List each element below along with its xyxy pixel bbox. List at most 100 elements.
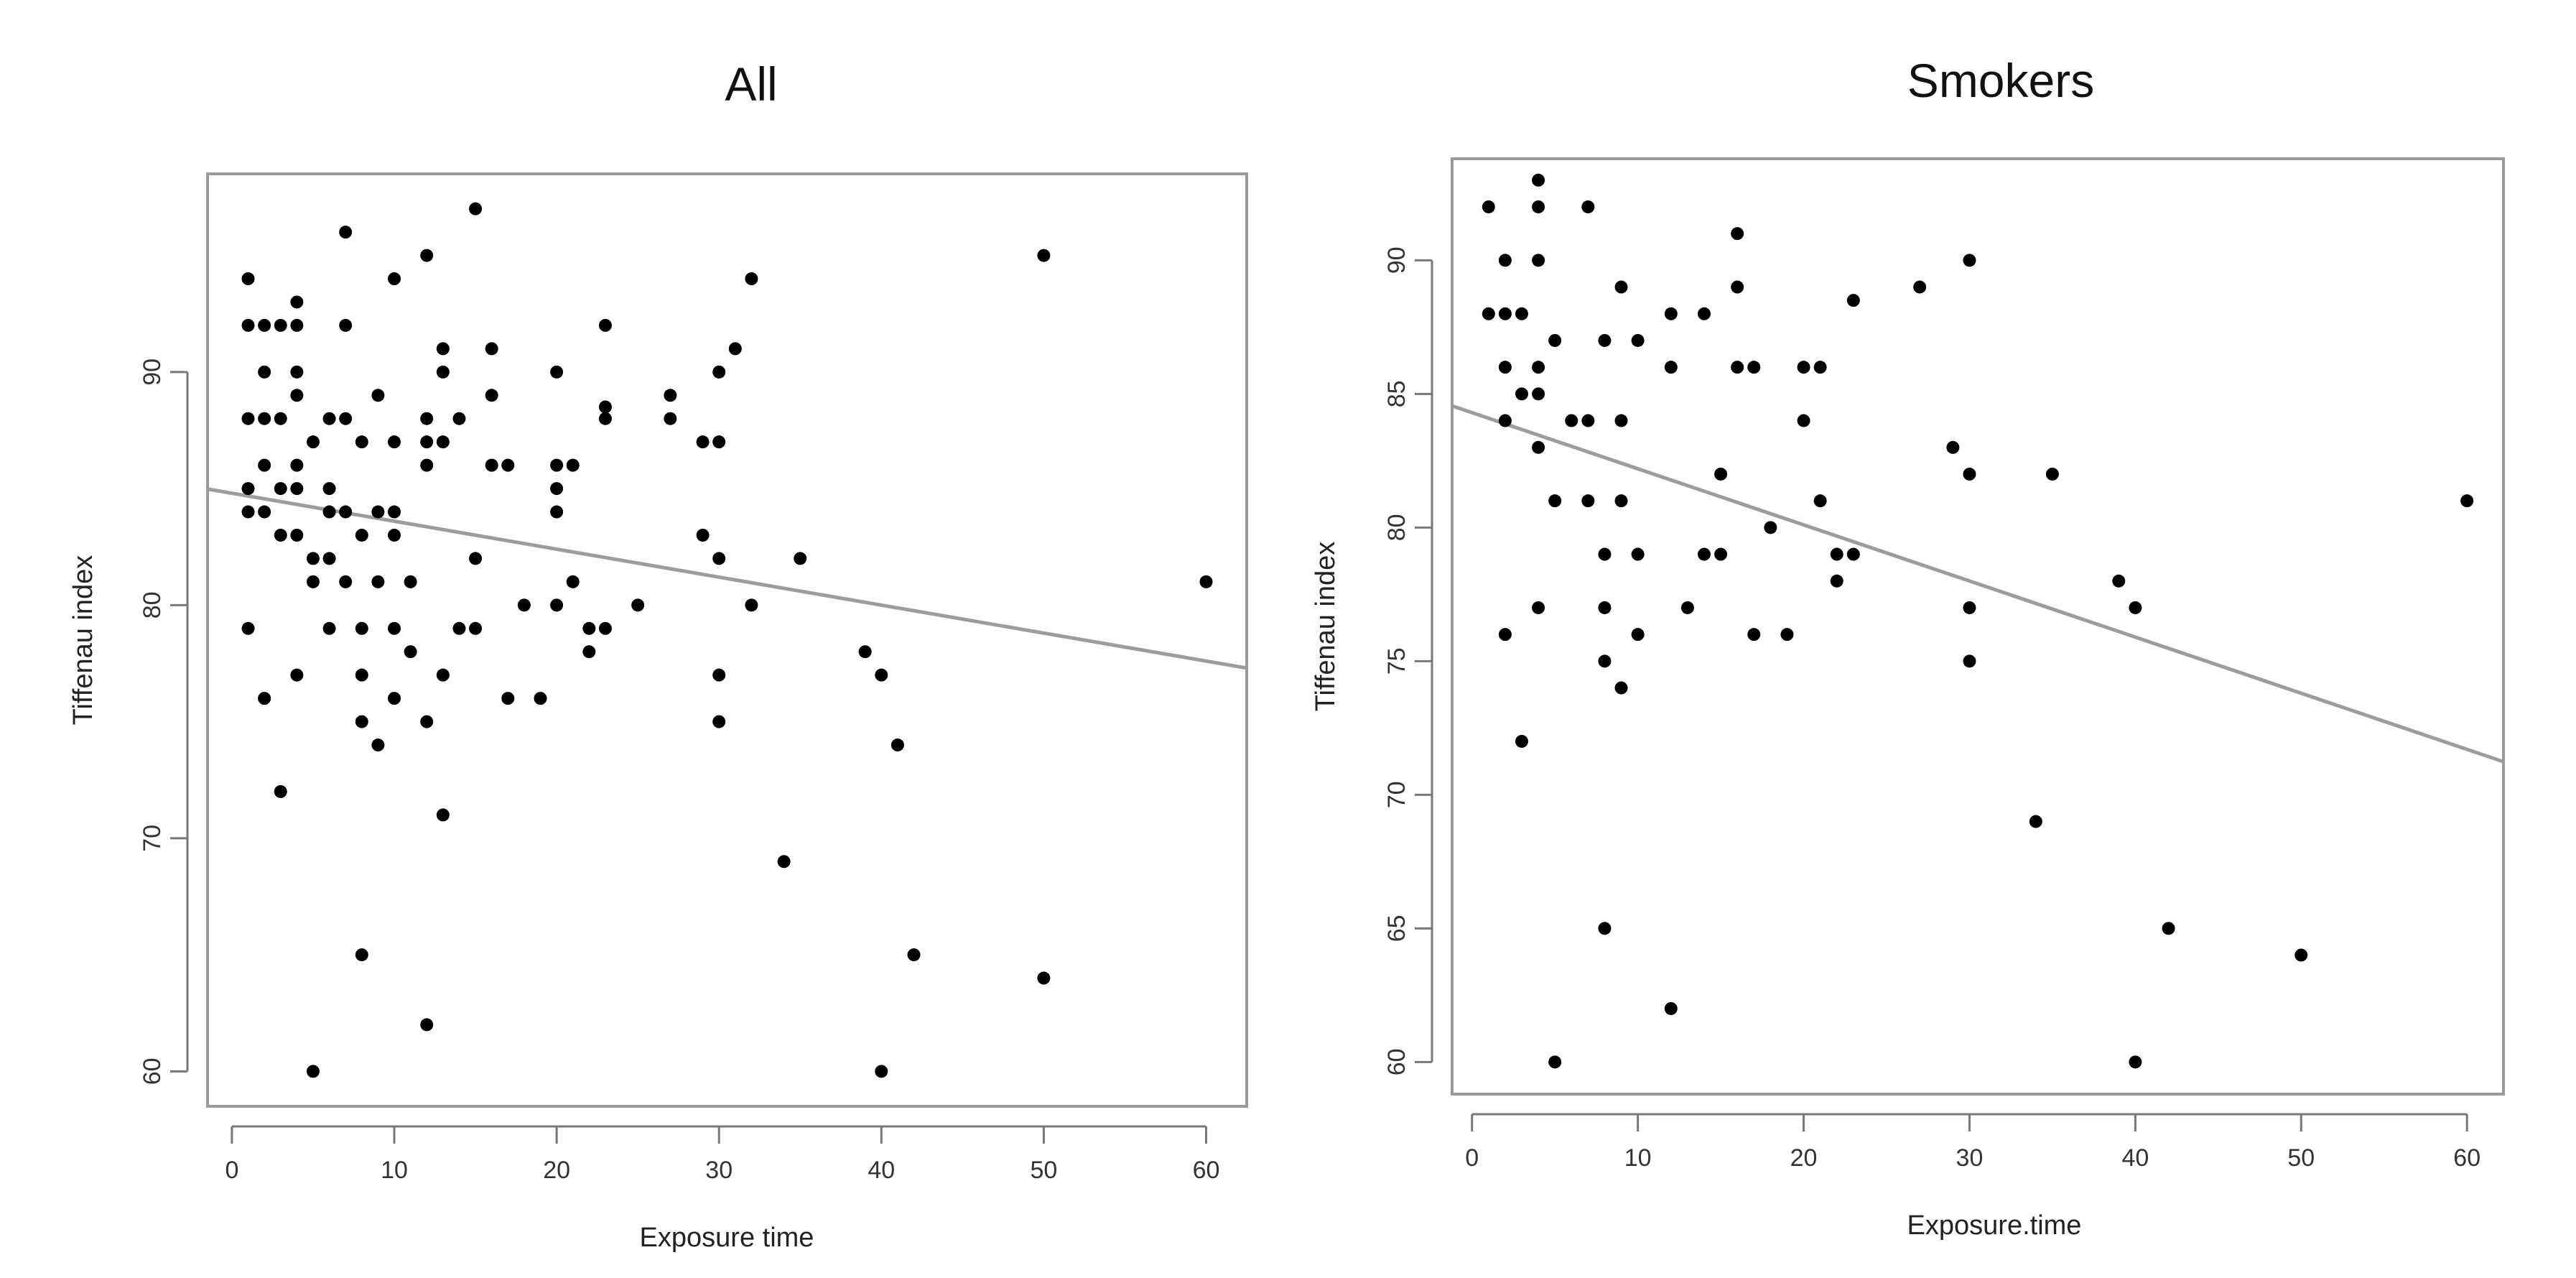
data-point [258, 458, 271, 472]
data-point [1631, 628, 1645, 642]
data-point [420, 412, 434, 425]
data-point [566, 458, 580, 472]
x-tick-label: 10 [1624, 1144, 1652, 1172]
x-tick-label: 30 [705, 1157, 733, 1184]
data-point [258, 318, 271, 332]
x-tick-label: 40 [868, 1157, 895, 1184]
data-point [1532, 254, 1545, 267]
data-point [745, 598, 758, 612]
data-point [355, 621, 368, 635]
data-point [550, 365, 564, 379]
data-point [712, 552, 726, 565]
data-point [598, 412, 612, 425]
data-point [388, 272, 401, 286]
data-point [1830, 547, 1843, 561]
data-point [469, 552, 483, 565]
data-point [1731, 227, 1744, 241]
data-point [1598, 601, 1612, 614]
x-axis: 0 10 20 30 40 50 60 [225, 1125, 1219, 1184]
data-point [1532, 440, 1545, 454]
data-point [274, 784, 287, 798]
data-point [550, 482, 564, 496]
data-point [1664, 1001, 1678, 1015]
data-point [436, 365, 450, 379]
data-point [1548, 333, 1562, 347]
data-point [1697, 547, 1711, 561]
data-point [1963, 654, 1976, 668]
data-point [290, 389, 304, 402]
data-point [582, 645, 596, 659]
data-point [404, 575, 417, 588]
data-points [241, 202, 1213, 1078]
data-point [1797, 414, 1810, 427]
data-point [664, 412, 677, 425]
data-point [420, 1018, 434, 1032]
data-point [1846, 294, 1860, 307]
data-point [339, 226, 353, 239]
data-point [469, 202, 483, 216]
data-point [1548, 494, 1562, 508]
y-tick-label: 60 [139, 1057, 166, 1085]
x-tick-label: 20 [543, 1157, 570, 1184]
data-point [1498, 361, 1512, 374]
data-point [2029, 815, 2042, 828]
data-point [1532, 601, 1545, 614]
data-point [322, 552, 336, 565]
y-tick-label: 90 [139, 358, 166, 386]
data-point [712, 715, 726, 728]
data-point [306, 1065, 320, 1078]
y-tick-label: 70 [1383, 781, 1410, 808]
data-point [1565, 414, 1578, 427]
regression-line [1451, 404, 2504, 764]
data-point [306, 575, 320, 588]
data-point [1731, 361, 1744, 374]
data-point [371, 575, 385, 588]
data-point [355, 715, 368, 728]
x-tick-label: 60 [2453, 1144, 2480, 1172]
data-point [875, 668, 888, 682]
data-point [1498, 307, 1512, 320]
chart-panel-all: All 0 10 20 30 40 50 60 60 70 80 90 Exposure time… [68, 57, 1248, 1253]
data-point [290, 458, 304, 472]
data-point [1830, 574, 1843, 588]
x-tick-label: 20 [1790, 1144, 1818, 1172]
data-point [1963, 467, 1976, 481]
data-point [274, 318, 287, 332]
data-point [258, 692, 271, 705]
data-point [1614, 280, 1628, 294]
x-tick-label: 10 [381, 1157, 408, 1184]
y-tick-label: 70 [139, 825, 166, 852]
chart-title: Smokers [1907, 54, 2094, 107]
x-tick-label: 30 [1956, 1144, 1984, 1172]
data-point [550, 598, 564, 612]
data-point [1482, 200, 1495, 213]
data-point [1963, 601, 1976, 614]
data-point [745, 272, 758, 286]
data-point [501, 692, 515, 705]
data-point [598, 400, 612, 414]
data-point [1846, 547, 1860, 561]
data-point [2129, 1055, 2142, 1069]
data-point [1532, 200, 1545, 213]
x-tick-label: 50 [2287, 1144, 2315, 1172]
y-tick-label: 60 [1383, 1048, 1410, 1075]
data-point [274, 482, 287, 496]
data-point [404, 645, 417, 659]
data-point [1498, 254, 1512, 267]
data-point [306, 435, 320, 449]
x-axis: 0 10 20 30 40 50 60 [1465, 1113, 2480, 1172]
x-axis-label: Exposure time [640, 1223, 814, 1253]
data-point [1747, 361, 1761, 374]
data-point [290, 668, 304, 682]
data-point [452, 412, 466, 425]
data-point [355, 948, 368, 962]
data-point [1037, 971, 1051, 985]
chart-panel-smokers: Smokers 0 10 20 30 40 50 60 60 65 70 75 80 85 90 Exp… [1311, 54, 2505, 1241]
data-point [290, 318, 304, 332]
data-point [420, 435, 434, 449]
data-point [322, 621, 336, 635]
data-point [241, 482, 255, 496]
data-point [501, 458, 515, 472]
data-point [1532, 173, 1545, 187]
data-point [1614, 494, 1628, 508]
